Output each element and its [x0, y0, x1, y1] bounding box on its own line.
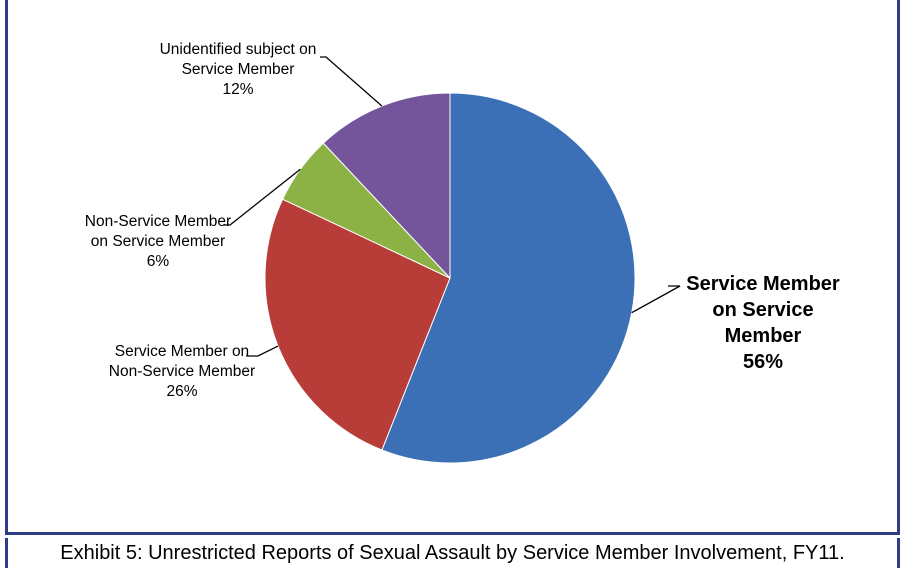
slice-value-label: 56%	[742, 351, 784, 373]
slice-label-line: Service Member	[686, 273, 840, 295]
slice-label-line: Non-Service Member	[84, 213, 232, 230]
pie-chart	[224, 56, 681, 464]
leader-line	[224, 168, 301, 226]
slice-label-line: Member	[724, 325, 802, 347]
chart-frame: Service Member on Service Member 56% Ser…	[5, 0, 900, 535]
leader-line	[246, 345, 279, 357]
leader-line	[320, 56, 383, 107]
slice-label-service-member-on-non-service-member: Service Member on Non-Service Member 26%	[92, 342, 272, 402]
exhibit-caption: Exhibit 5: Unrestricted Reports of Sexua…	[60, 542, 845, 564]
pie-slice	[381, 92, 636, 464]
slice-label-line: Non-Service Member	[108, 363, 256, 380]
slice-label-line: on Service Member	[90, 233, 226, 250]
slice-value-label: 12%	[222, 81, 254, 98]
leader-line	[631, 285, 681, 314]
slice-label-line: Unidentified subject on	[159, 41, 317, 58]
slice-value-label: 6%	[146, 253, 170, 270]
pie-slice	[264, 198, 451, 451]
caption-bar: Exhibit 5: Unrestricted Reports of Sexua…	[5, 538, 900, 568]
slice-label-line: Service Member	[181, 61, 295, 78]
slice-value-label: 26%	[166, 383, 198, 400]
slice-label-line: on Service	[712, 299, 814, 321]
slice-label-service-member-on-service-member: Service Member on Service Member 56%	[668, 271, 858, 375]
slice-label-non-service-member-on-service-member: Non-Service Member on Service Member 6%	[68, 212, 248, 272]
slice-label-line: Service Member on	[114, 343, 250, 360]
pie-slice	[322, 92, 451, 280]
slice-label-unidentified-subject-on-service-member: Unidentified subject on Service Member 1…	[138, 40, 338, 100]
